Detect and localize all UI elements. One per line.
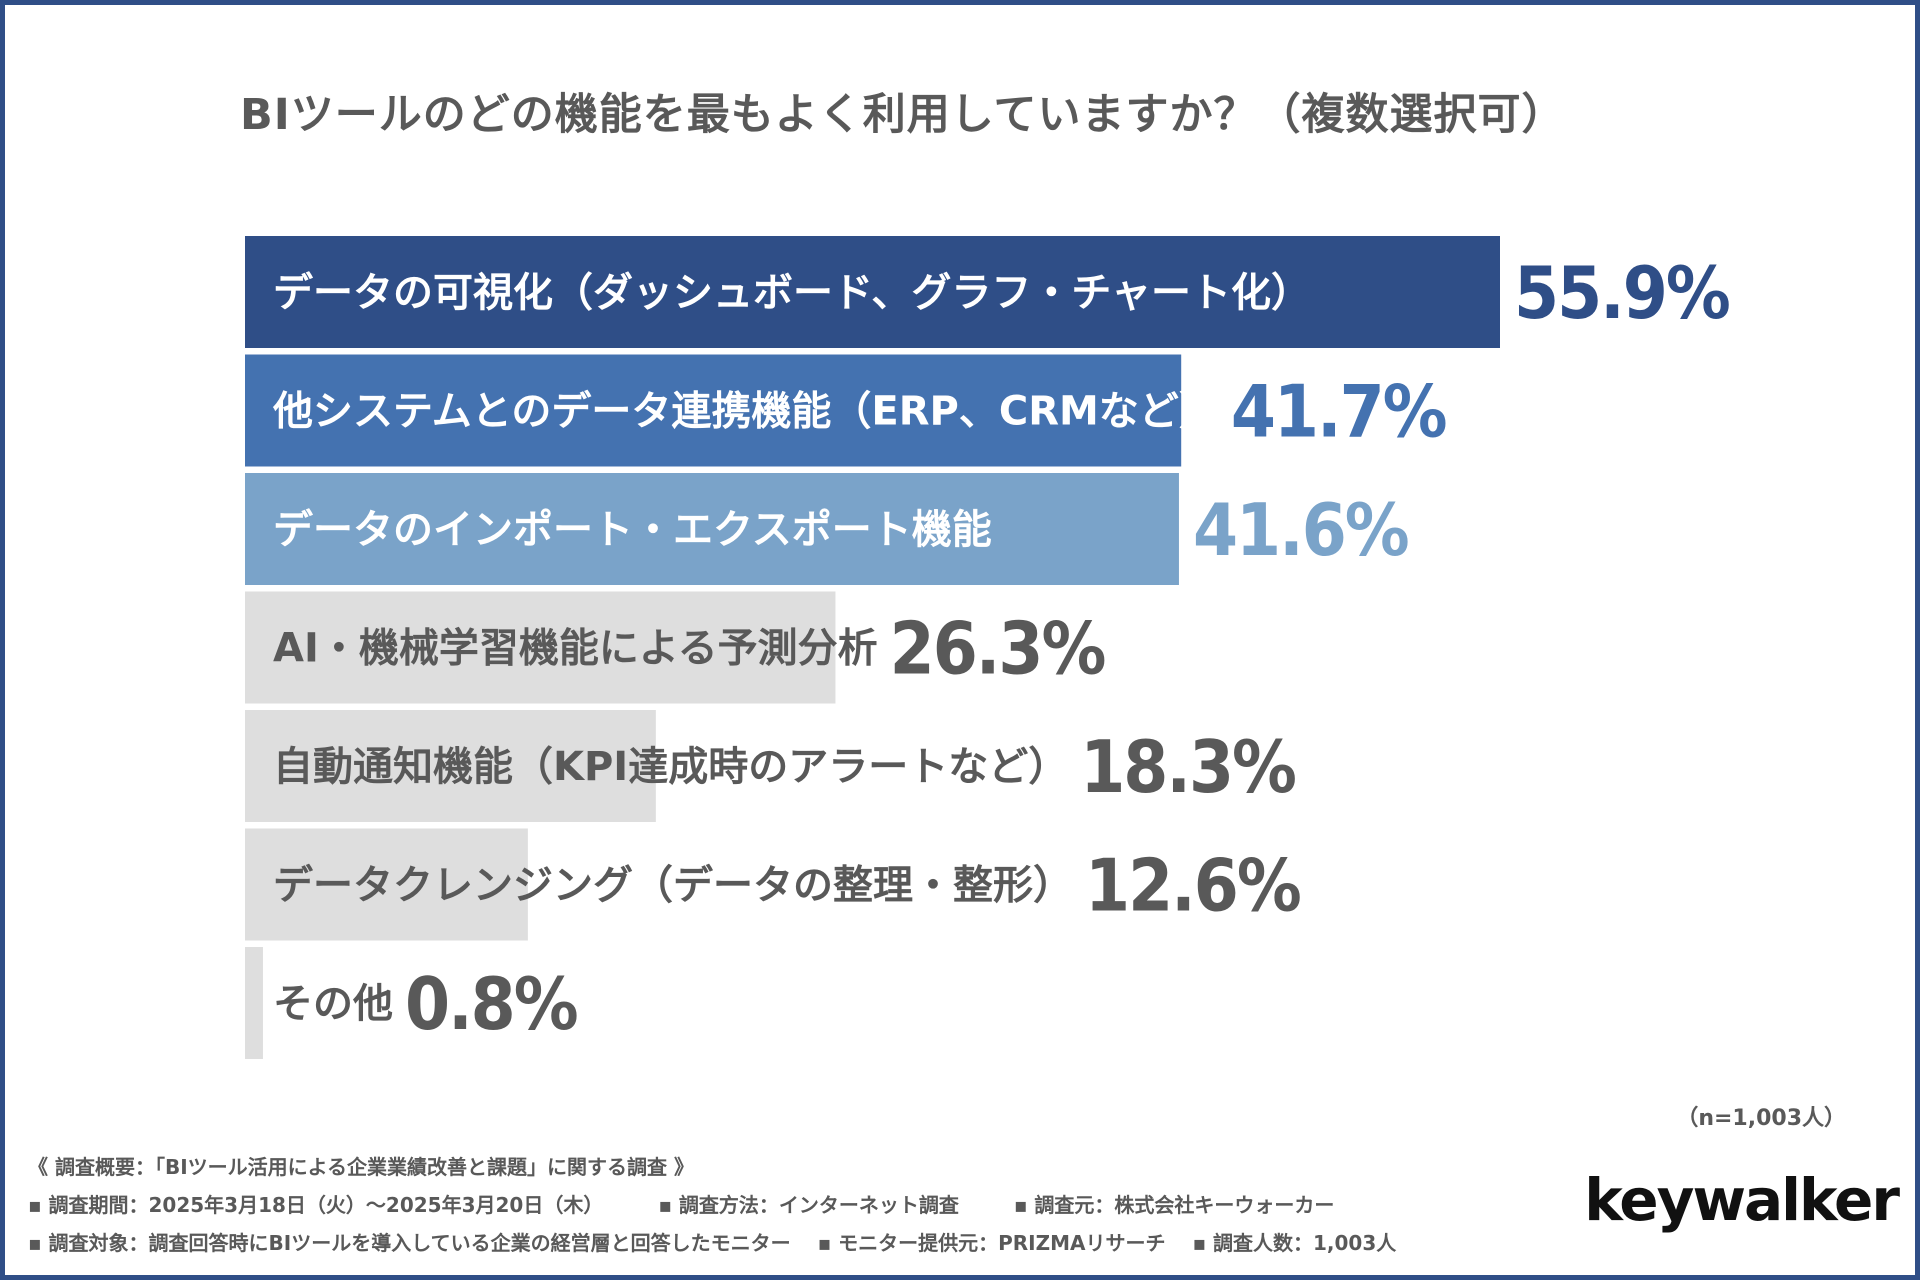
footer-source: ▪ 調査元：株式会社キーウォーカー (1013, 1193, 1335, 1217)
footer-row-2: ▪ 調査期間：2025年3月18日（火）～2025年3月20日（木） ▪ 調査方… (28, 1186, 1416, 1224)
footer-overview: 《 調査概要：「BIツール活用による企業業績改善と課題」に関する調査 》 (28, 1155, 695, 1179)
value-label-3: 26.3% (890, 607, 1105, 691)
value-label-4: 18.3% (1080, 725, 1295, 809)
bar-1 (245, 354, 1182, 467)
bar-6 (245, 947, 263, 1059)
bar-4 (245, 710, 656, 822)
keywalker-logo: keywalker (1584, 1166, 1900, 1234)
category-label-4: 自動通知機能（KPI達成時のアラートなど） (273, 744, 1068, 790)
sample-size-note: （n=1,003人） (1676, 1106, 1846, 1131)
category-label-3: AI・機械学習機能による予測分析 (273, 626, 878, 672)
category-label-6: その他 (273, 981, 393, 1027)
bar-3 (245, 591, 836, 704)
survey-footer: 《 調査概要：「BIツール活用による企業業績改善と課題」に関する調査 》 ▪ 調… (28, 1148, 1416, 1262)
value-label-6: 0.8% (405, 962, 577, 1046)
category-label-0: データの可視化（ダッシュボード、グラフ・チャート化） (273, 270, 1311, 316)
bar-2 (245, 473, 1179, 585)
chart-title: BIツールのどの機能を最もよく利用していますか？（複数選択可） (240, 90, 1566, 140)
category-label-2: データのインポート・エクスポート機能 (273, 507, 992, 553)
value-label-2: 41.6% (1193, 488, 1408, 572)
value-label-1: 41.7% (1231, 370, 1446, 454)
footer-method: ▪ 調査方法：インターネット調査 (658, 1193, 959, 1217)
footer-row-3: ▪ 調査対象：調査回答時にBIツールを導入している企業の経営層と回答したモニター… (28, 1224, 1416, 1262)
bar-0 (245, 236, 1500, 348)
value-label-0: 55.9% (1514, 251, 1729, 335)
category-label-5: データクレンジング（データの整理・整形） (273, 863, 1073, 909)
value-label-5: 12.6% (1085, 844, 1300, 928)
footer-period: ▪ 調査期間：2025年3月18日（火）～2025年3月20日（木） (28, 1193, 604, 1217)
footer-count: ▪ 調査人数：1,003人 (1192, 1231, 1397, 1255)
bar-5 (245, 828, 528, 941)
footer-target: ▪ 調査対象：調査回答時にBIツールを導入している企業の経営層と回答したモニター (28, 1231, 791, 1255)
footer-provider: ▪ モニター提供元：PRIZMAリサーチ (817, 1231, 1166, 1255)
category-label-1: 他システムとのデータ連携機能（ERP、CRMなど） (272, 389, 1219, 435)
